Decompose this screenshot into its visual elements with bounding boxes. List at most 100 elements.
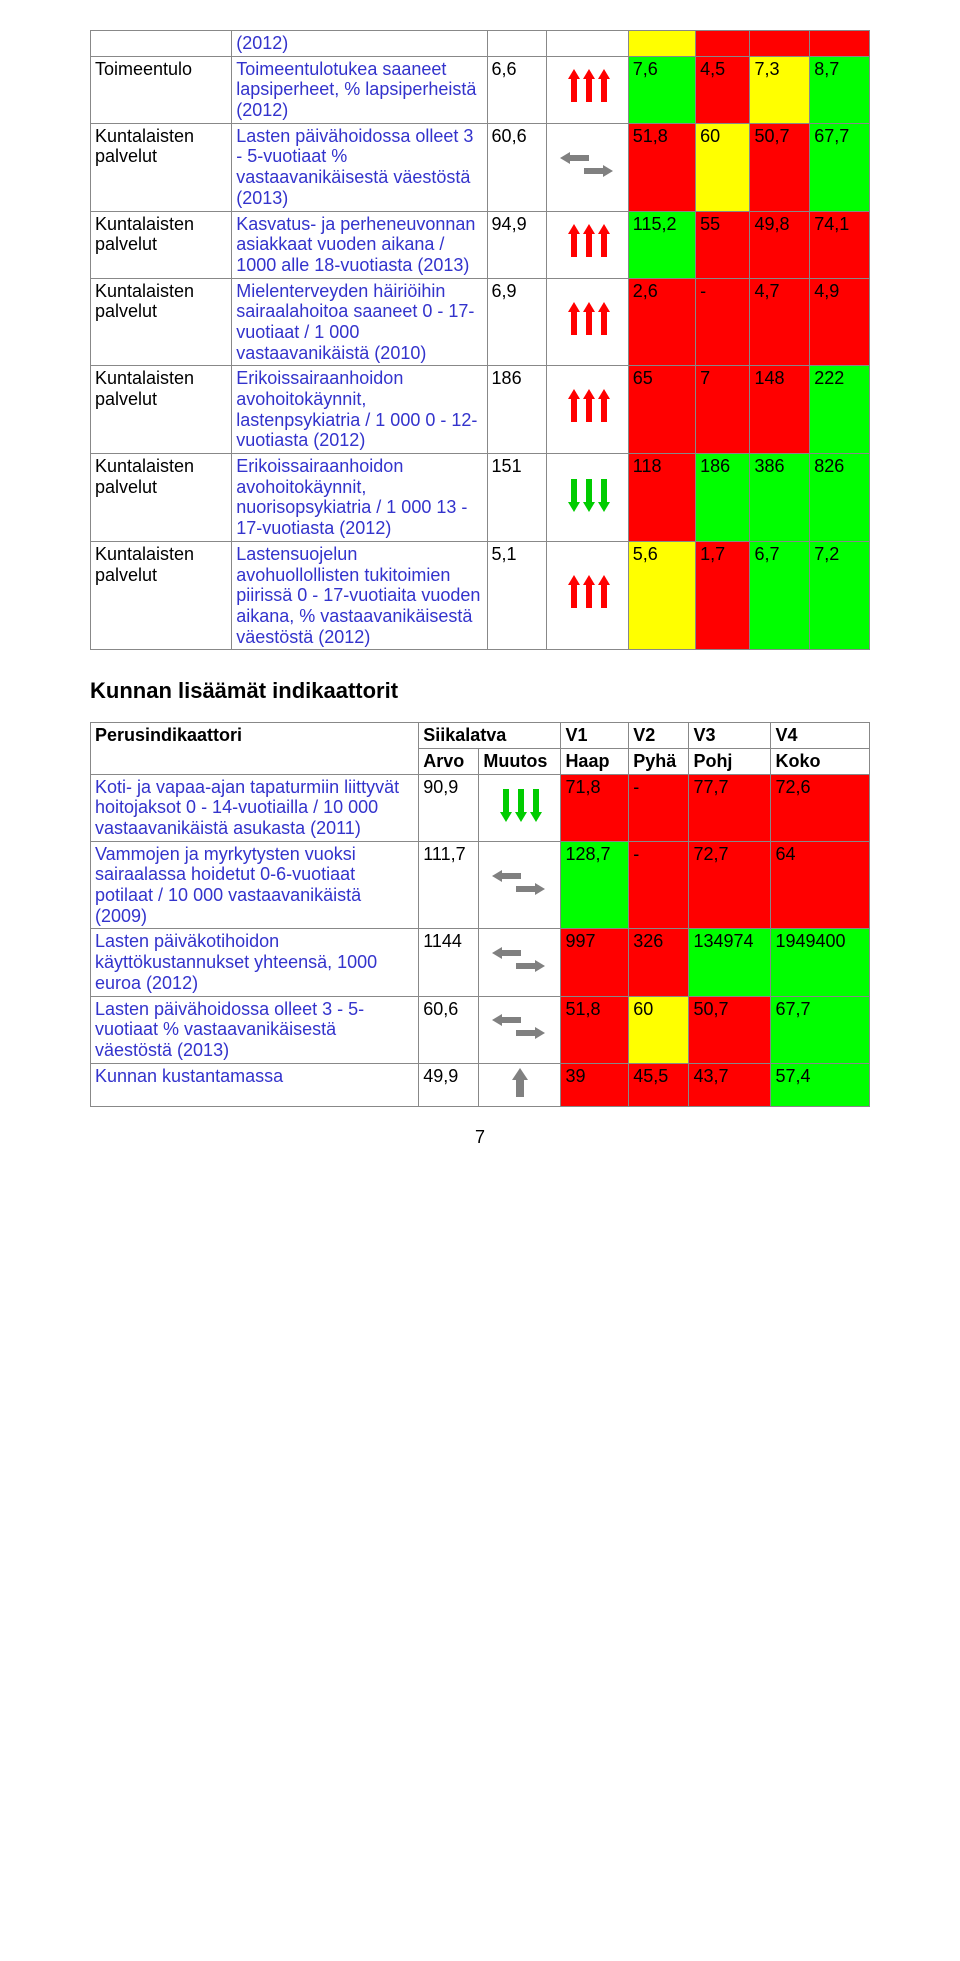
indicator-link[interactable]: Toimeentulotukea saaneet lapsiperheet, %… [232,56,487,123]
header-v4: V4 [771,723,870,749]
header-v3: V3 [689,723,771,749]
value-cell: 1144 [419,929,479,996]
indicator-link[interactable]: Erikoissairaanhoidon avohoitokäynnit, la… [232,366,487,454]
comparison-cell: 148 [750,366,810,454]
section-title: Kunnan lisäämät indikaattorit [90,678,870,704]
trend-cell [479,929,561,996]
comparison-cell: 60 [696,123,750,211]
comparison-cell: 6,7 [750,541,810,649]
comparison-cell: 51,8 [628,123,695,211]
indicator-link[interactable]: Lasten päiväkotihoidon käyttökustannukse… [91,929,419,996]
header-perusindikaattori: Perusindikaattori [91,723,419,774]
arrow-left-right-icon [558,150,618,180]
table-row: Koti- ja vapaa-ajan tapaturmiin liittyvä… [91,774,870,841]
arrow-up-triple-icon [564,300,612,340]
category-cell: Kuntalaisten palvelut [91,454,232,542]
category-cell: Kuntalaisten palvelut [91,123,232,211]
indicator-link[interactable]: Koti- ja vapaa-ajan tapaturmiin liittyvä… [91,774,419,841]
value-cell: 90,9 [419,774,479,841]
comparison-cell: 50,7 [689,996,771,1063]
trend-cell [547,56,628,123]
comparison-cell: 326 [629,929,689,996]
comparison-cell: 8,7 [810,56,870,123]
comparison-cell: 57,4 [771,1063,870,1107]
value-cell: 60,6 [487,123,547,211]
comparison-cell: 2,6 [628,278,695,366]
comparison-cell: 7,3 [750,56,810,123]
indicator-link[interactable]: Mielenterveyden häiriöihin sairaalahoito… [232,278,487,366]
comparison-cell: 60 [629,996,689,1063]
arrow-left-right-icon [490,945,550,975]
comparison-cell: 118 [628,454,695,542]
value-cell: 151 [487,454,547,542]
category-cell: Toimeentulo [91,56,232,123]
category-cell: Kuntalaisten palvelut [91,278,232,366]
trend-cell [547,454,628,542]
table-row: Kuntalaisten palvelutLasten päivähoidoss… [91,123,870,211]
value-cell: 49,9 [419,1063,479,1107]
header-koko: Koko [771,748,870,774]
arrow-up-triple-icon [564,67,612,107]
category-cell [91,31,232,57]
value-cell: 94,9 [487,211,547,278]
header-haap: Haap [561,748,629,774]
arrow-up-triple-icon [564,387,612,427]
indicator-link[interactable]: Lastensuojelun avohuollollisten tukitoim… [232,541,487,649]
indicator-link[interactable]: Erikoissairaanhoidon avohoitokäynnit, nu… [232,454,487,542]
value-cell: 6,9 [487,278,547,366]
comparison-cell: - [629,774,689,841]
value-cell [487,31,547,57]
comparison-cell: 4,7 [750,278,810,366]
comparison-cell: 50,7 [750,123,810,211]
table-row: Kuntalaisten palvelutLastensuojelun avoh… [91,541,870,649]
indicator-link[interactable]: Lasten päivähoidossa olleet 3 - 5-vuotia… [91,996,419,1063]
table-row: Vammojen ja myrkytysten vuoksi sairaalas… [91,841,870,929]
category-cell: Kuntalaisten palvelut [91,366,232,454]
comparison-cell: 67,7 [810,123,870,211]
comparison-cell [696,31,750,57]
header-v2: V2 [629,723,689,749]
arrow-down-triple-icon [496,785,544,825]
trend-cell [547,211,628,278]
comparison-cell: 67,7 [771,996,870,1063]
trend-cell [547,366,628,454]
comparison-cell [750,31,810,57]
indicator-link[interactable]: Lasten päivähoidossa olleet 3 - 5-vuotia… [232,123,487,211]
comparison-cell [810,31,870,57]
comparison-cell: 77,7 [689,774,771,841]
indicator-link[interactable]: Vammojen ja myrkytysten vuoksi sairaalas… [91,841,419,929]
header-pyha: Pyhä [629,748,689,774]
comparison-cell: 72,7 [689,841,771,929]
header-v1: V1 [561,723,629,749]
trend-cell [479,774,561,841]
trend-cell [547,31,628,57]
trend-cell [479,996,561,1063]
comparison-cell: 186 [696,454,750,542]
comparison-cell: 386 [750,454,810,542]
comparison-cell: 7,6 [628,56,695,123]
header-arvo: Arvo [419,748,479,774]
indicator-link[interactable]: (2012) [232,31,487,57]
value-cell: 5,1 [487,541,547,649]
comparison-cell: 7,2 [810,541,870,649]
table-row: Kuntalaisten palvelutMielenterveyden häi… [91,278,870,366]
comparison-cell: 51,8 [561,996,629,1063]
indicator-link[interactable]: Kasvatus- ja perheneuvonnan asiakkaat vu… [232,211,487,278]
comparison-cell: 997 [561,929,629,996]
table-row: Kuntalaisten palvelutErikoissairaanhoido… [91,366,870,454]
comparison-cell: 49,8 [750,211,810,278]
arrow-up-triple-icon [564,573,612,613]
indicator-link[interactable]: Kunnan kustantamassa [91,1063,419,1107]
trend-cell [547,541,628,649]
comparison-cell: 134974 [689,929,771,996]
comparison-cell: 826 [810,454,870,542]
arrow-left-right-icon [490,868,550,898]
comparison-cell: 115,2 [628,211,695,278]
category-cell: Kuntalaisten palvelut [91,211,232,278]
trend-cell [479,1063,561,1107]
header-muutos: Muutos [479,748,561,774]
arrow-up-icon [510,1066,530,1100]
table-row: Kuntalaisten palvelutErikoissairaanhoido… [91,454,870,542]
comparison-cell: - [629,841,689,929]
arrow-down-triple-icon [564,475,612,515]
